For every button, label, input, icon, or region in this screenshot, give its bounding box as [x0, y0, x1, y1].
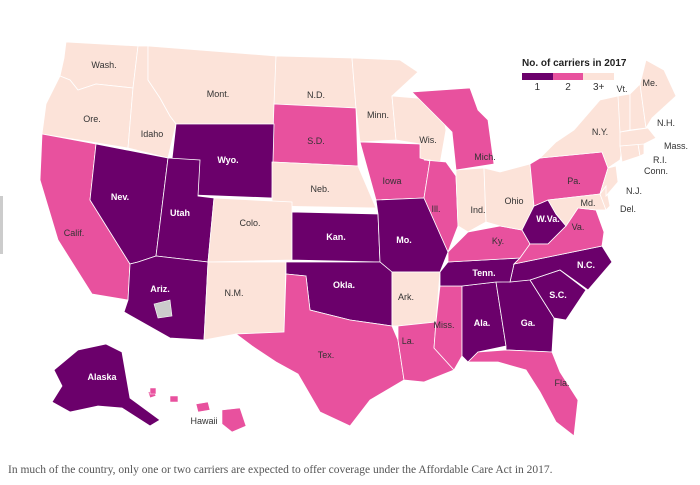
state-label-pa: Pa. — [567, 176, 581, 186]
state-me — [639, 59, 677, 130]
state-va — [512, 207, 605, 265]
state-label-ind: Ind. — [470, 205, 485, 215]
state-ky — [447, 225, 531, 263]
hawaii-islands — [149, 387, 247, 433]
state-label-nm: N.M. — [225, 288, 244, 298]
hawaii-island-kauai — [149, 387, 157, 395]
state-colo — [207, 197, 293, 263]
state-label-mont: Mont. — [207, 89, 230, 99]
state-ariz — [123, 255, 209, 341]
state-label-la: La. — [402, 336, 415, 346]
legend-swatch-1 — [522, 73, 553, 80]
state-label-colo: Colo. — [239, 218, 260, 228]
scroll-edge — [0, 196, 3, 254]
state-ind — [455, 167, 487, 233]
state-label-ariz: Ariz. — [150, 284, 170, 294]
state-label-ala: Ala. — [474, 318, 491, 328]
state-label-wyo: Wyo. — [217, 155, 238, 165]
state-label-neb: Neb. — [310, 184, 329, 194]
no-data-patch — [153, 299, 173, 319]
state-label-ark: Ark. — [398, 292, 414, 302]
state-label-ri: R.I. — [653, 155, 667, 165]
hawaii-island-big-island — [221, 407, 247, 433]
legend: No. of carriers in 2017 1 2 3+ — [522, 58, 632, 93]
state-nj — [599, 165, 619, 198]
hawaii-island-oahu — [169, 395, 179, 403]
state-label-nh: N.H. — [657, 118, 675, 128]
state-alaska — [51, 343, 161, 427]
state-conn — [619, 143, 641, 163]
state-label-me: Me. — [642, 78, 657, 88]
hawaii-island-maui — [195, 401, 211, 413]
state-label-fla: Fla. — [554, 378, 569, 388]
state-label-okla: Okla. — [333, 280, 355, 290]
state-label-utah: Utah — [170, 208, 190, 218]
state-nm — [203, 261, 287, 341]
us-map-figure: Wash. Ore. Idaho Mont. N.D. Minn. Wyo. S.D. Wis.… — [39, 41, 688, 437]
state-label-wash: Wash. — [91, 60, 116, 70]
no-data-region — [153, 299, 173, 319]
state-label-mich: Mich. — [474, 152, 496, 162]
state-shapes — [39, 41, 677, 437]
state-label-ny: N.Y. — [592, 127, 608, 137]
legend-ticks: 1 2 3+ — [522, 82, 614, 93]
state-label-mass: Mass. — [664, 141, 688, 151]
state-label-miss: Miss. — [434, 320, 455, 330]
state-vt — [617, 93, 631, 133]
state-label-wva: W.Va. — [536, 214, 560, 224]
state-labels: Wash. Ore. Idaho Mont. N.D. Minn. Wyo. S.D. Wis.… — [64, 60, 688, 426]
state-iowa — [359, 141, 431, 201]
state-label-minn: Minn. — [367, 110, 389, 120]
state-label-nc: N.C. — [577, 260, 595, 270]
state-label-nd: N.D. — [307, 90, 325, 100]
state-label-ky: Ky. — [492, 236, 504, 246]
state-label-ore: Ore. — [83, 114, 101, 124]
legend-title: No. of carriers in 2017 — [522, 58, 627, 69]
figure-caption: In much of the country, only one or two … — [8, 464, 553, 476]
state-label-vt: Vt. — [616, 84, 627, 94]
state-label-hawaii: Hawaii — [190, 416, 217, 426]
state-label-ill: Ill. — [432, 204, 441, 214]
legend-swatch-3plus — [583, 73, 615, 80]
legend-label-1: 1 — [534, 82, 541, 93]
state-label-nev: Nev. — [111, 192, 129, 202]
state-sd — [271, 103, 359, 167]
state-label-va: Va. — [572, 222, 585, 232]
us-map: Wash. Ore. Idaho Mont. N.D. Minn. Wyo. S.D. Wis.… — [39, 41, 688, 437]
state-label-iowa: Iowa — [382, 176, 401, 186]
state-tex — [234, 273, 405, 427]
legend-bar — [522, 73, 615, 80]
legend-label-2: 2 — [565, 82, 571, 93]
state-label-tex: Tex. — [318, 350, 335, 360]
state-label-wis: Wis. — [419, 135, 437, 145]
state-label-tenn: Tenn. — [472, 268, 495, 278]
state-neb — [271, 161, 377, 209]
state-label-nj: N.J. — [626, 186, 642, 196]
state-label-del: Del. — [620, 204, 636, 214]
state-label-mo: Mo. — [396, 235, 412, 245]
state-nd — [273, 55, 357, 109]
state-label-conn: Conn. — [644, 166, 668, 176]
state-nc — [509, 245, 613, 291]
state-label-md: Md. — [580, 198, 595, 208]
state-label-calif: Calif. — [64, 228, 85, 238]
state-label-ga: Ga. — [521, 318, 536, 328]
legend-swatch-2 — [552, 73, 584, 80]
state-label-ohio: Ohio — [504, 196, 523, 206]
state-label-sd: S.D. — [307, 136, 325, 146]
legend-label-3plus: 3+ — [592, 82, 605, 93]
state-fla — [467, 349, 579, 437]
state-label-sc: S.C. — [549, 290, 567, 300]
state-label-kan: Kan. — [326, 232, 346, 242]
state-ill — [423, 159, 459, 254]
state-mich — [411, 87, 495, 171]
state-label-idaho: Idaho — [141, 129, 164, 139]
state-label-alaska: Alaska — [87, 372, 117, 382]
